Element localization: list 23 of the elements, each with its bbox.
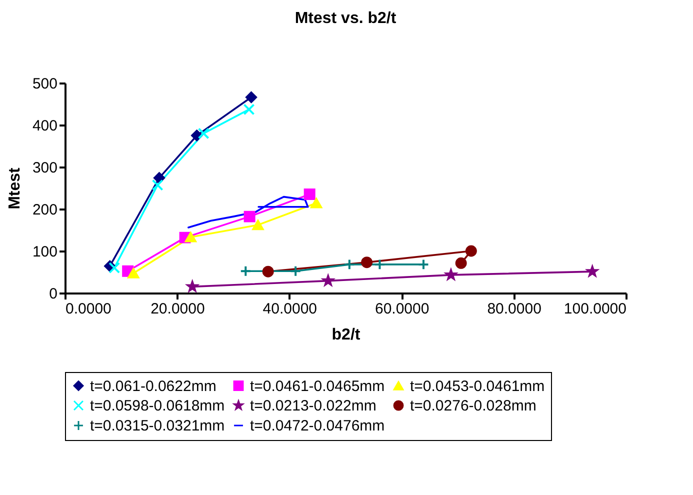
y-tick-label: 200 [32, 202, 58, 218]
legend-label: t=0.061-0.0622mm [90, 378, 216, 395]
legend-label: t=0.0213-0.022mm [250, 398, 376, 414]
legend-label: t=0.0276-0.028mm [410, 398, 536, 414]
y-tick-label: 500 [32, 76, 58, 92]
y-axis-title: Mtest [6, 166, 24, 210]
x-tick-label: 60.0000 [374, 300, 430, 318]
y-tick-label: 400 [32, 118, 58, 134]
y-tick-label: 100 [32, 244, 58, 260]
x-tick-label: 80.0000 [487, 300, 542, 318]
legend-label: t=0.0315-0.0321mm [90, 418, 225, 434]
x-tick-label: 0.0000 [66, 300, 112, 318]
legend-label: t=0.0598-0.0618mm [90, 398, 225, 414]
legend-label: t=0.0453-0.0461mm [410, 378, 545, 395]
x-tick-label: 40.0000 [262, 300, 318, 318]
x-tick-label: 100.0000 [564, 300, 626, 318]
y-tick-label: 300 [32, 160, 58, 176]
chart-title: Mtest vs. b2/t [294, 10, 397, 27]
legend-label: t=0.0472-0.0476mm [250, 418, 385, 434]
y-tick-label: 0 [49, 286, 58, 302]
legend-label: t=0.0461-0.0465mm [250, 378, 385, 395]
x-axis-title: b2/t [332, 326, 361, 344]
x-tick-label: 20.0000 [150, 300, 205, 318]
